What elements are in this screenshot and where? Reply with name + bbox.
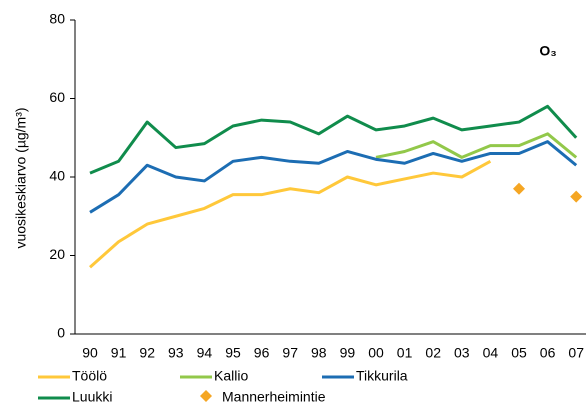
x-tick-label: 99	[340, 345, 356, 361]
series-line	[89, 159, 492, 269]
x-tick-label: 02	[425, 345, 441, 361]
y-tick-label: 0	[57, 325, 65, 341]
legend-marker	[200, 390, 212, 402]
x-tick-label: 03	[454, 345, 470, 361]
x-tick-label: 91	[111, 345, 127, 361]
y-tick-label: 20	[49, 246, 65, 262]
y-tick-label: 40	[49, 168, 65, 184]
series-line	[375, 132, 578, 159]
annotation: O₃	[539, 43, 556, 59]
x-tick-label: 97	[282, 345, 298, 361]
series-line	[89, 104, 578, 175]
x-tick-label: 04	[483, 345, 499, 361]
x-tick-label: 95	[225, 345, 241, 361]
data-point	[513, 182, 525, 195]
legend-label: Töölö	[72, 368, 107, 384]
x-tick-label: 07	[568, 345, 584, 361]
legend-label: Tikkurila	[356, 368, 408, 384]
x-tick-label: 05	[511, 345, 527, 361]
x-tick-label: 92	[139, 345, 155, 361]
x-tick-label: 06	[540, 345, 556, 361]
x-tick-label: 90	[82, 345, 98, 361]
legend-label: Luukki	[72, 389, 112, 403]
x-tick-label: 93	[168, 345, 184, 361]
y-tick-label: 60	[49, 89, 65, 105]
series-line	[89, 140, 578, 214]
y-tick-label: 80	[49, 11, 65, 27]
data-point	[570, 190, 583, 203]
x-tick-label: 00	[368, 345, 384, 361]
x-tick-label: 94	[197, 345, 213, 361]
x-tick-label: 98	[311, 345, 327, 361]
legend-label: Kallio	[214, 368, 248, 384]
x-tick-label: 01	[397, 345, 413, 361]
x-tick-label: 96	[254, 345, 270, 361]
y-axis-label: vuosikeskiarvo (µg/m³)	[13, 107, 29, 248]
legend-label: Mannerheimintie	[222, 389, 326, 403]
